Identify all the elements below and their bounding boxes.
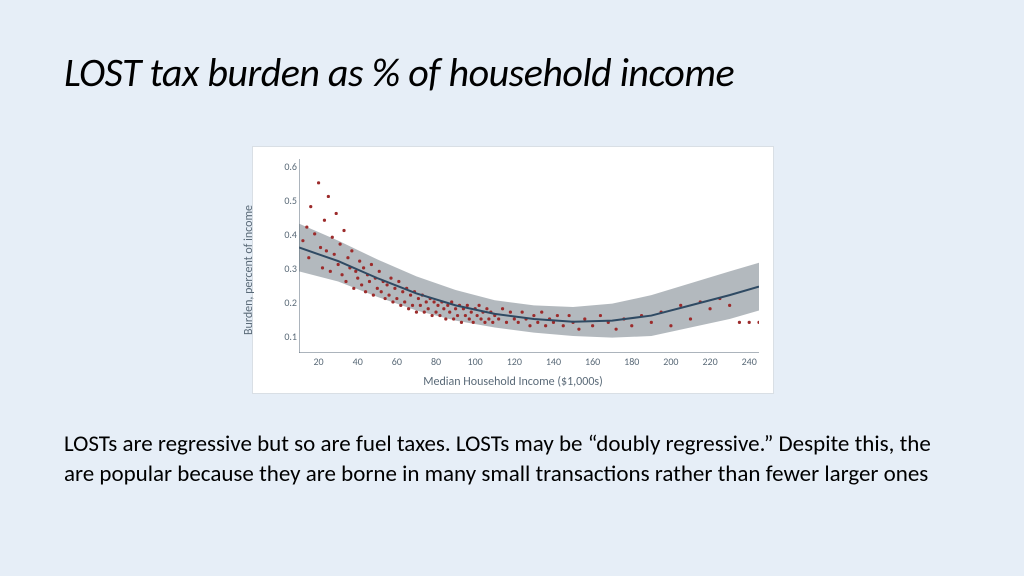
chart-x-axis-label: Median Household Income ($1,000s) [253, 375, 773, 389]
x-tick-label: 180 [620, 355, 644, 368]
y-tick-label: 0.3 [269, 262, 297, 275]
chart-container: Burden, percent of income Median Househo… [252, 146, 774, 394]
y-tick-label: 0.2 [269, 296, 297, 309]
y-tick-label: 0.6 [269, 160, 297, 173]
slide-title: LOST tax burden as % of household income [64, 48, 734, 97]
x-tick-label: 220 [698, 355, 722, 368]
x-tick-label: 200 [659, 355, 683, 368]
x-tick-label: 140 [541, 355, 565, 368]
x-tick-label: 240 [737, 355, 761, 368]
y-tick-label: 0.5 [269, 194, 297, 207]
x-tick-label: 40 [346, 355, 370, 368]
chart-plot-area [299, 159, 759, 353]
x-tick-label: 80 [424, 355, 448, 368]
x-tick-label: 100 [463, 355, 487, 368]
x-tick-label: 20 [307, 355, 331, 368]
y-tick-label: 0.1 [269, 330, 297, 343]
x-tick-label: 120 [502, 355, 526, 368]
x-tick-label: 160 [581, 355, 605, 368]
y-tick-label: 0.4 [269, 228, 297, 241]
slide-caption: LOSTs are regressive but so are fuel tax… [64, 430, 960, 490]
x-tick-label: 60 [385, 355, 409, 368]
confidence-band [299, 224, 759, 338]
chart-y-axis-label: Burden, percent of income [242, 205, 256, 335]
